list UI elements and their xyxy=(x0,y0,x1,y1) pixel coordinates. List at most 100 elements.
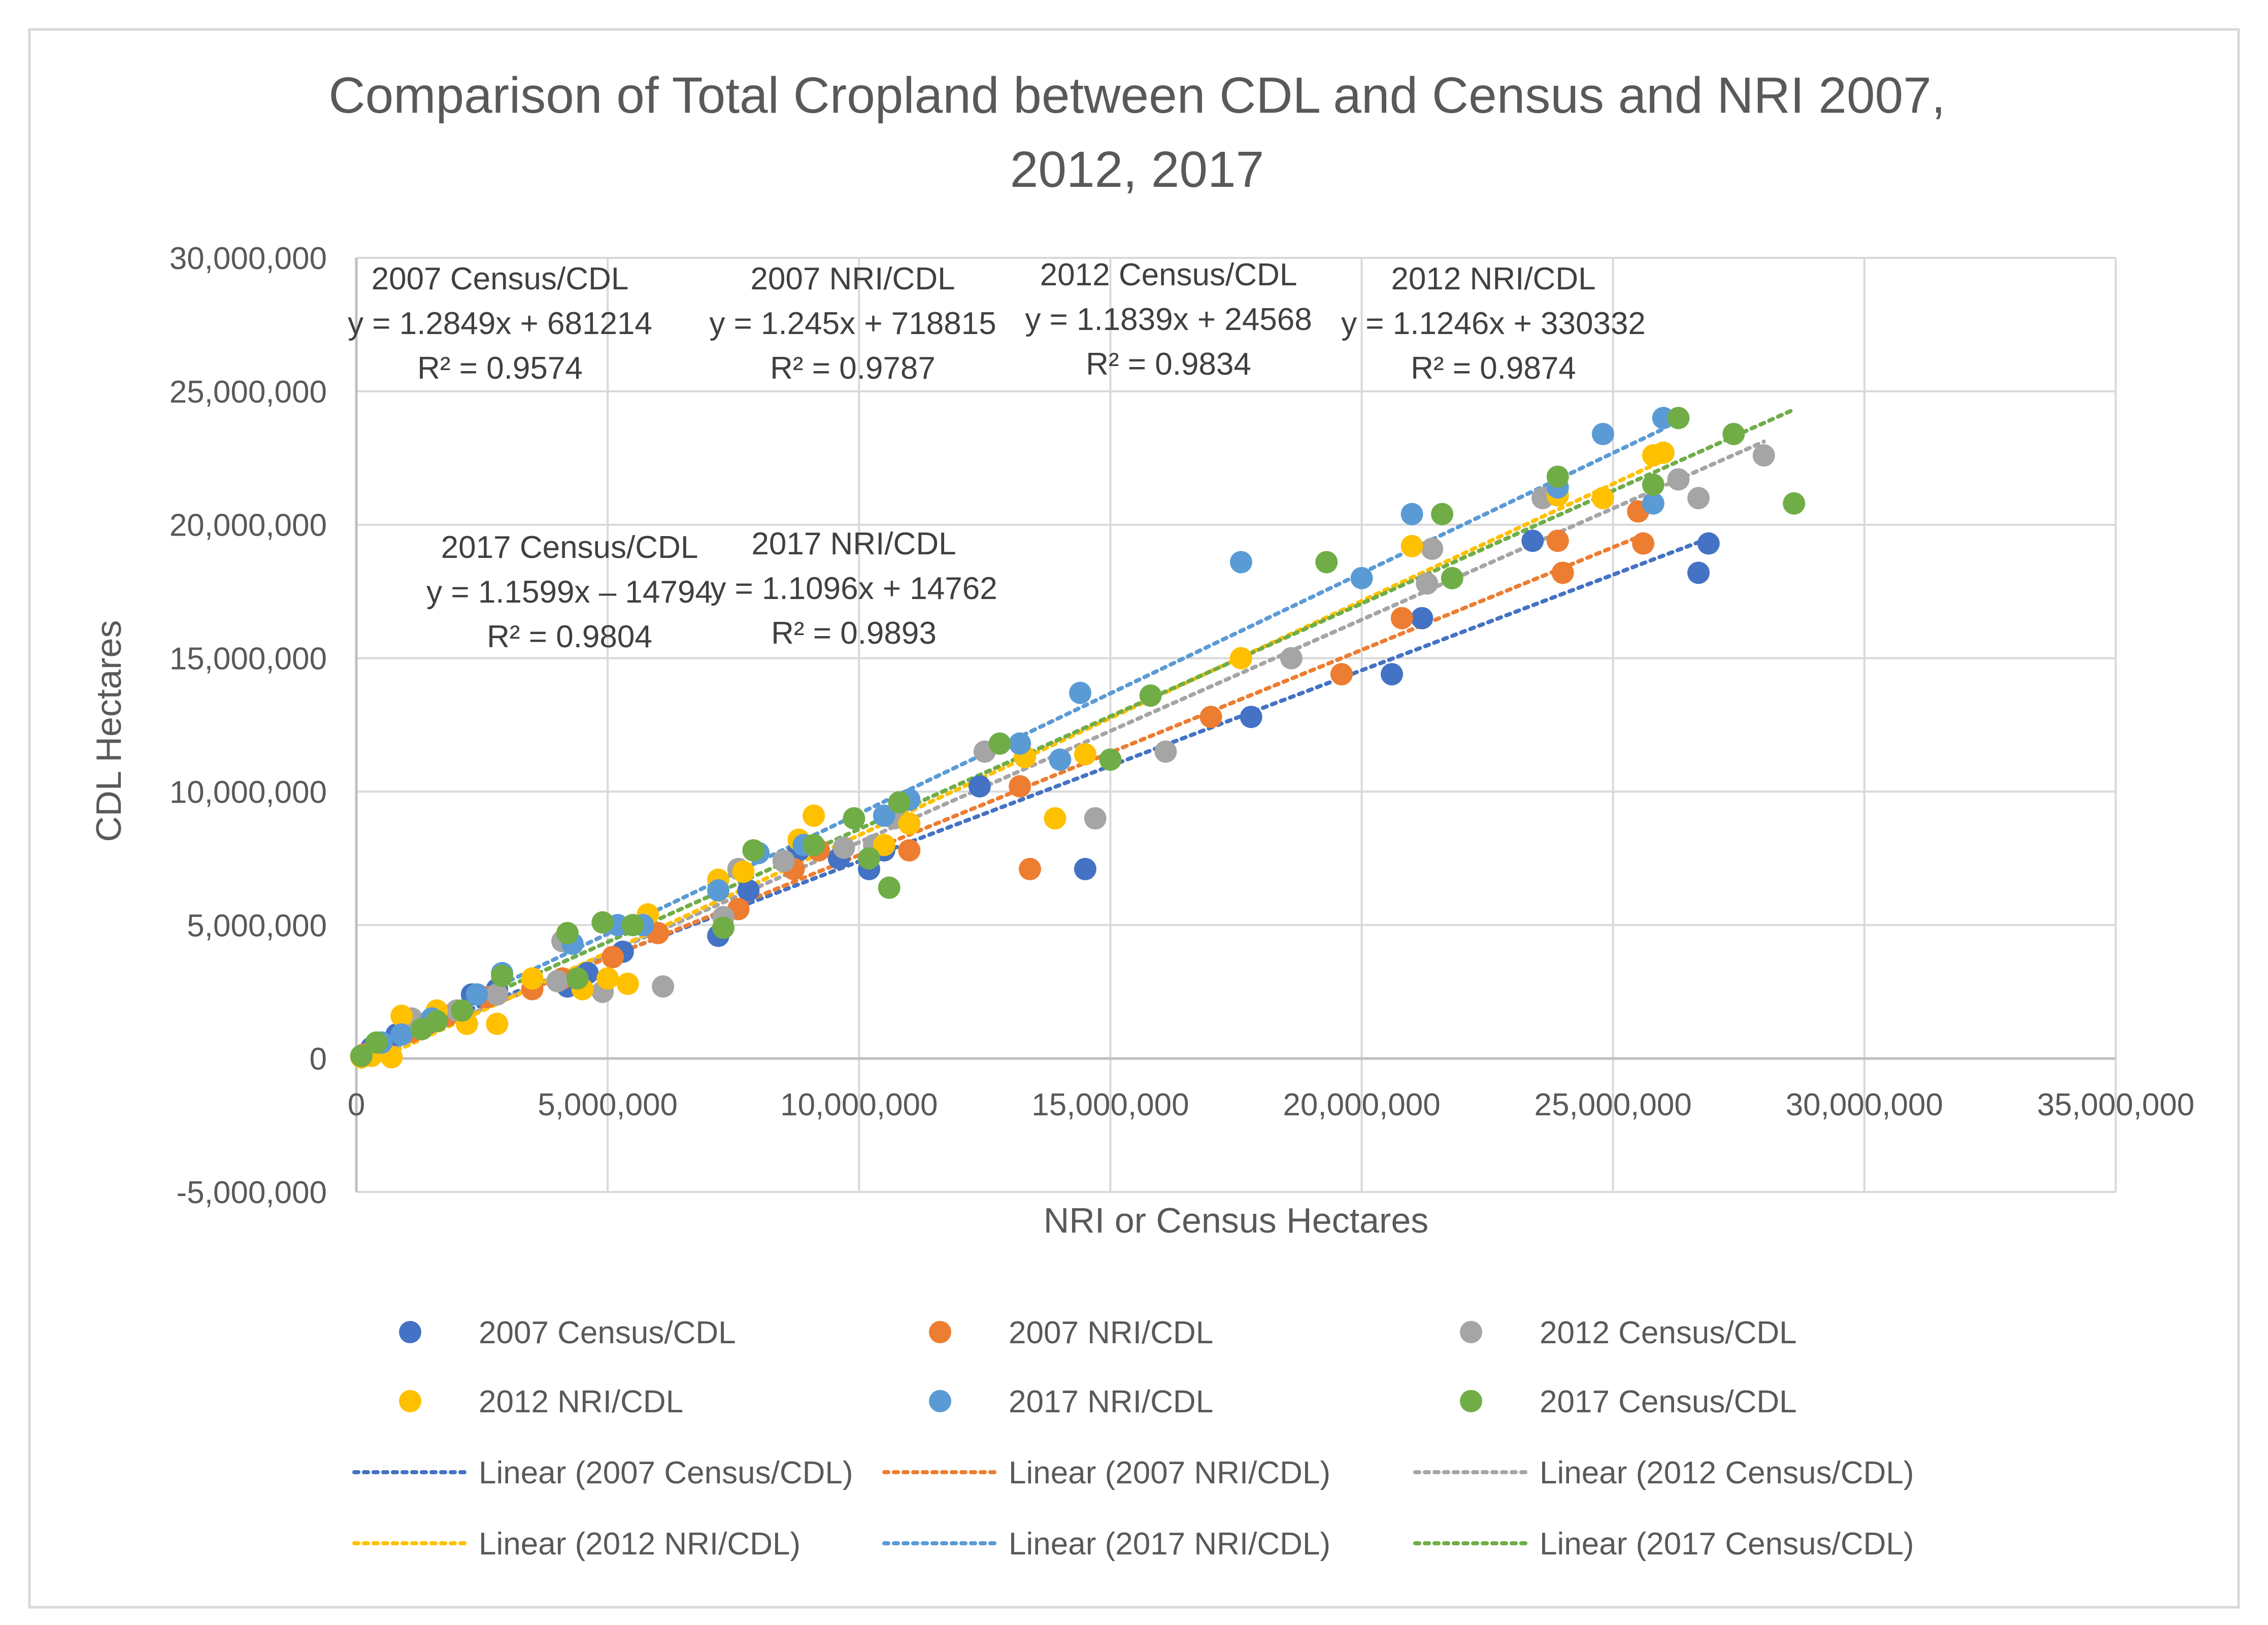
legend-trend-item-series-2: Linear (2012 Census/CDL) xyxy=(1413,1455,1914,1490)
data-point-series-1 xyxy=(1199,706,1222,728)
equation-text-series-5: y = 1.1599x – 14794 xyxy=(426,575,713,610)
y-tick-label: 0 xyxy=(310,1042,327,1077)
legend-marker xyxy=(929,1390,951,1412)
data-point-series-0 xyxy=(1411,607,1433,629)
y-tick-label: 5,000,000 xyxy=(187,908,327,943)
legend-trend-label: Linear (2012 NRI/CDL) xyxy=(479,1527,801,1562)
data-point-series-4 xyxy=(1049,748,1072,771)
legend-marker xyxy=(929,1321,951,1343)
data-point-series-3 xyxy=(898,812,921,835)
legend: 2007 Census/CDL 2007 NRI/CDL 2012 Census/C… xyxy=(352,1315,1914,1562)
x-tick-label: 20,000,000 xyxy=(1283,1087,1440,1122)
data-point-series-2 xyxy=(1752,444,1775,467)
data-point-series-3 xyxy=(486,1012,509,1035)
data-point-series-4 xyxy=(1009,732,1031,755)
legend-item-series-5: 2017 Census/CDL xyxy=(1460,1384,1797,1419)
data-point-series-5 xyxy=(803,834,825,856)
r-squared-text-series-0: R² = 0.9574 xyxy=(417,351,583,386)
data-point-series-3 xyxy=(1400,535,1423,557)
legend-trend-item-series-0: Linear (2007 Census/CDL) xyxy=(352,1455,853,1490)
legend-label: 2012 NRI/CDL xyxy=(479,1384,683,1419)
legend-label: 2007 Census/CDL xyxy=(479,1315,736,1350)
chart-title-line-2: 2012, 2017 xyxy=(1010,141,1264,198)
data-point-series-0 xyxy=(1687,561,1710,584)
data-point-series-3 xyxy=(616,972,639,995)
data-point-series-3 xyxy=(596,967,619,990)
legend-trend-item-series-4: Linear (2017 NRI/CDL) xyxy=(882,1527,1330,1562)
data-point-series-4 xyxy=(1229,551,1252,574)
x-tick-label: 10,000,000 xyxy=(780,1087,938,1122)
data-point-series-0 xyxy=(737,879,760,902)
data-point-series-4 xyxy=(1400,503,1423,525)
data-point-series-3 xyxy=(1044,807,1066,830)
legend-marker xyxy=(1460,1390,1482,1412)
data-point-series-2 xyxy=(486,983,509,1006)
data-point-series-1 xyxy=(1551,561,1574,584)
equation-text-series-4: y = 1.1096x + 14762 xyxy=(710,571,997,606)
data-point-series-5 xyxy=(712,916,735,939)
trendline-series-5 xyxy=(359,407,1796,1055)
data-point-series-0 xyxy=(968,775,991,798)
data-point-series-5 xyxy=(1642,473,1664,496)
legend-label: 2007 NRI/CDL xyxy=(1009,1315,1213,1350)
equation-title-series-3: 2012 NRI/CDL xyxy=(1391,261,1595,296)
data-point-series-2 xyxy=(772,850,795,873)
data-point-series-5 xyxy=(1099,748,1122,771)
data-points xyxy=(350,407,1806,1069)
data-point-series-4 xyxy=(465,983,488,1006)
equation-title-series-0: 2007 Census/CDL xyxy=(372,261,629,296)
legend-item-series-2: 2012 Census/CDL xyxy=(1460,1315,1797,1350)
data-point-series-3 xyxy=(732,860,755,883)
legend-trend-item-series-5: Linear (2017 Census/CDL) xyxy=(1413,1527,1914,1562)
y-tick-label: 10,000,000 xyxy=(170,775,327,810)
data-point-series-1 xyxy=(1390,607,1413,629)
data-point-series-3 xyxy=(521,967,544,990)
data-point-series-5 xyxy=(365,1031,388,1054)
data-point-series-2 xyxy=(1687,487,1710,510)
data-point-series-0 xyxy=(1521,529,1544,552)
data-point-series-4 xyxy=(1642,492,1664,515)
data-point-series-5 xyxy=(350,1044,373,1067)
data-point-series-1 xyxy=(1546,529,1569,552)
data-point-series-2 xyxy=(1084,807,1107,830)
y-tick-label: 15,000,000 xyxy=(170,642,327,677)
x-tick-label: 25,000,000 xyxy=(1535,1087,1692,1122)
data-point-series-5 xyxy=(858,847,881,870)
chart-title-line-1: Comparison of Total Cropland between CDL… xyxy=(328,67,1945,124)
x-tick-label: 15,000,000 xyxy=(1031,1087,1189,1122)
legend-item-series-4: 2017 NRI/CDL xyxy=(929,1384,1213,1419)
data-point-series-5 xyxy=(1546,466,1569,488)
data-point-series-3 xyxy=(1229,647,1252,670)
data-point-series-3 xyxy=(1652,441,1675,464)
equation-text-series-2: y = 1.1839x + 24568 xyxy=(1025,302,1312,337)
data-point-series-0 xyxy=(1240,706,1262,728)
data-point-series-5 xyxy=(742,839,765,862)
data-point-series-5 xyxy=(621,914,644,937)
data-point-series-1 xyxy=(1632,532,1655,555)
legend-trend-label: Linear (2007 NRI/CDL) xyxy=(1009,1455,1330,1490)
data-point-series-1 xyxy=(1009,775,1031,798)
data-point-series-3 xyxy=(1074,743,1096,766)
data-point-series-1 xyxy=(898,839,921,862)
data-point-series-1 xyxy=(602,946,624,969)
r-squared-text-series-4: R² = 0.9893 xyxy=(771,616,937,651)
data-point-series-4 xyxy=(1591,422,1614,445)
data-point-series-5 xyxy=(491,965,514,987)
data-point-series-2 xyxy=(1667,468,1690,491)
data-point-series-2 xyxy=(1421,538,1444,560)
legend-marker xyxy=(399,1390,421,1412)
data-point-series-5 xyxy=(1139,684,1162,707)
data-point-series-2 xyxy=(832,836,855,859)
data-point-series-5 xyxy=(1783,492,1806,515)
y-axis-label: CDL Hectares xyxy=(89,620,128,842)
data-point-series-0 xyxy=(1380,663,1403,686)
legend-label: 2017 Census/CDL xyxy=(1540,1384,1797,1419)
data-point-series-5 xyxy=(888,791,911,814)
trend-equations: 2007 Census/CDL y = 1.2849x + 681214 R² = … xyxy=(348,257,1646,654)
data-point-series-0 xyxy=(1074,857,1096,880)
data-point-series-4 xyxy=(390,1023,413,1046)
equation-text-series-3: y = 1.1246x + 330332 xyxy=(1341,306,1646,341)
axes: 0 5,000,000 10,000,000 15,000,000 20,000,000… xyxy=(170,241,2194,1210)
r-squared-text-series-1: R² = 0.9787 xyxy=(770,351,936,386)
y-tick-label: 30,000,000 xyxy=(170,241,327,276)
